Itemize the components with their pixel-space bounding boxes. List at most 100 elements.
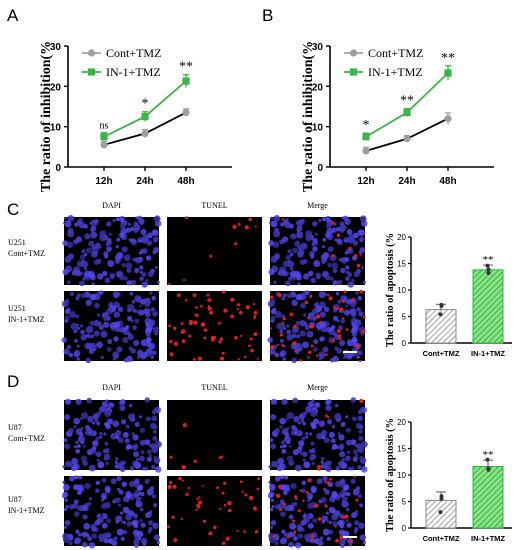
nucleus — [133, 539, 140, 546]
nucleus — [295, 464, 302, 472]
data-point-b-0-0 — [362, 147, 370, 155]
nucleus — [64, 443, 71, 450]
nucleus — [357, 465, 361, 469]
nucleus — [62, 491, 69, 498]
nucleus — [102, 533, 108, 539]
tunel-signal — [355, 498, 359, 502]
nucleus — [270, 520, 277, 526]
nucleus — [75, 398, 82, 405]
nucleus — [339, 539, 346, 546]
nucleus — [270, 216, 273, 220]
nucleus — [286, 334, 293, 341]
nucleus — [298, 421, 301, 425]
tunel-signal — [351, 299, 354, 303]
nucleus — [105, 448, 110, 452]
nucleus — [153, 407, 159, 413]
tunel-signal — [198, 500, 203, 505]
nucleus — [302, 518, 307, 523]
nucleus — [65, 348, 69, 353]
nucleus — [126, 355, 133, 363]
nucleus — [77, 293, 81, 298]
nucleus — [145, 336, 152, 343]
nucleus — [358, 494, 362, 499]
nucleus — [62, 465, 66, 469]
tunel-signal — [275, 493, 281, 498]
tunel-signal — [326, 481, 330, 485]
nucleus — [363, 280, 366, 284]
nucleus — [116, 475, 122, 482]
nucleus — [319, 311, 326, 318]
nucleus — [308, 314, 315, 321]
data-point-b-0-1 — [403, 135, 411, 143]
nucleus — [80, 324, 84, 328]
nucleus — [73, 499, 79, 505]
nucleus — [337, 279, 343, 285]
nucleus — [73, 475, 77, 479]
tunel-signal — [167, 484, 172, 490]
tunel-signal — [173, 341, 179, 346]
nucleus — [144, 301, 151, 308]
nucleus — [305, 234, 313, 242]
nucleus — [350, 301, 357, 308]
nucleus — [354, 527, 359, 532]
tunel-signal — [252, 506, 257, 511]
nucleus — [106, 246, 112, 252]
nucleus — [281, 440, 285, 444]
nucleus — [113, 311, 120, 318]
tunel-signal — [180, 322, 184, 325]
nucleus — [148, 527, 153, 532]
nucleus — [332, 268, 338, 274]
bar-c-1 — [472, 269, 504, 344]
tunel-signal — [329, 477, 332, 481]
nucleus — [356, 307, 361, 312]
nucleus — [101, 401, 108, 407]
y-tick-label-d-0: 0 — [402, 524, 407, 533]
nucleus — [271, 301, 275, 306]
nucleus — [131, 520, 138, 526]
nucleus — [83, 522, 91, 530]
nucleus — [283, 505, 290, 512]
nucleus — [286, 426, 290, 430]
tunel-signal — [274, 353, 277, 356]
nucleus — [339, 221, 345, 226]
nucleus — [351, 512, 358, 519]
nucleus — [85, 299, 92, 306]
nucleus — [308, 495, 313, 500]
nucleus — [310, 409, 318, 417]
tunel-signal — [218, 321, 221, 325]
nucleus — [358, 350, 363, 356]
tunel-signal — [181, 339, 186, 343]
nucleus — [328, 530, 333, 535]
nucleus — [331, 443, 338, 450]
y-axis-label-c: The ratio of apoptosis (% — [385, 233, 396, 347]
nucleus — [99, 432, 103, 436]
sig-label-b-1: ** — [400, 94, 414, 109]
nucleus — [133, 513, 138, 519]
y-tick-label-c-2: 10 — [397, 286, 406, 295]
nucleus — [74, 222, 79, 227]
tunel-signal — [169, 481, 172, 485]
tunel-signal — [314, 503, 319, 508]
nucleus — [295, 321, 301, 326]
nucleus — [281, 448, 287, 454]
nucleus — [115, 245, 119, 249]
col-header-dapi-c: DAPI — [102, 201, 121, 210]
nucleus — [272, 461, 279, 468]
nucleus — [63, 221, 67, 225]
nucleus — [302, 341, 309, 349]
y-tick-label-a-3: 30 — [50, 42, 62, 53]
tunel-signal — [292, 519, 296, 523]
nucleus — [73, 329, 78, 334]
nucleus — [64, 398, 71, 405]
nucleus — [327, 246, 334, 253]
nucleus — [312, 246, 318, 252]
nucleus — [279, 350, 287, 357]
nucleus — [358, 522, 365, 529]
row-label-d2-line1: U87 — [8, 495, 22, 504]
nucleus — [130, 319, 134, 323]
nucleus — [285, 436, 289, 440]
tunel-signal — [277, 292, 282, 298]
tunel-signal — [308, 350, 312, 354]
nucleus — [274, 311, 282, 318]
nucleus — [284, 432, 290, 437]
